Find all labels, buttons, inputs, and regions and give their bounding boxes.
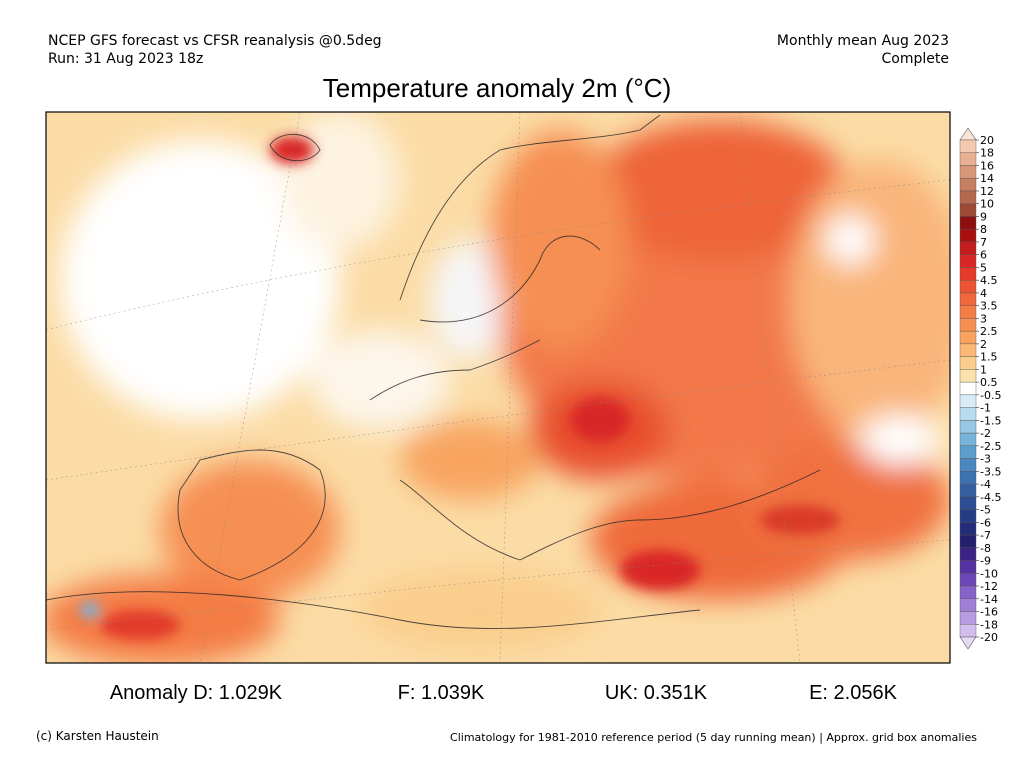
colorbar-label: 2.5	[980, 325, 998, 338]
colorbar-label: -6	[980, 516, 991, 529]
colorbar-segment	[959, 445, 977, 459]
colorbar-label: -4.5	[980, 491, 1001, 504]
colorbar-segment	[959, 279, 977, 294]
colorbar-label: -18	[980, 618, 998, 631]
colorbar-label: 20	[980, 134, 994, 147]
colorbar-segment	[959, 178, 977, 192]
colorbar-segment	[959, 585, 977, 599]
colorbar-segment	[959, 483, 977, 498]
colorbar-segment	[959, 624, 977, 638]
colorbar-label: 9	[980, 210, 987, 223]
colorbar-label: -3.5	[980, 465, 1001, 478]
colorbar-label: -10	[980, 567, 998, 580]
colorbar-segment	[959, 547, 977, 561]
colorbar-label: 12	[980, 185, 994, 198]
colorbar-segment	[959, 241, 977, 255]
colorbar-label: -3	[980, 453, 991, 466]
header-left-2: Run: 31 Aug 2023 18z	[48, 51, 203, 67]
colorbar-label: -1	[980, 402, 991, 415]
colorbar-label: 4	[980, 287, 987, 300]
colorbar-segment	[959, 139, 977, 153]
colorbar-segment	[959, 305, 977, 319]
colorbar-segment	[959, 611, 977, 625]
colorbar-segment	[959, 471, 977, 485]
colorbar-segment	[959, 420, 977, 434]
colorbar-label: 1.5	[980, 351, 998, 364]
colorbar-segment	[959, 458, 977, 472]
footer-left: (c) Karsten Haustein	[36, 729, 159, 743]
stat: UK: 0.351K	[605, 682, 708, 704]
colorbar-label: -2.5	[980, 440, 1001, 453]
colorbar-label: -2	[980, 427, 991, 440]
header-right-2: Complete	[882, 51, 949, 67]
colorbar-end	[959, 636, 977, 650]
map-title: Temperature anomaly 2m (°C)	[323, 73, 672, 103]
colorbar-segment	[959, 598, 977, 612]
colorbar-label: 4.5	[980, 274, 998, 287]
stat: F: 1.039K	[398, 682, 485, 704]
stat: Anomaly D: 1.029K	[110, 682, 283, 704]
colorbar-segment	[959, 216, 977, 230]
colorbar-segment	[959, 394, 977, 408]
colorbar-segment	[959, 560, 977, 574]
colorbar-segment	[959, 254, 977, 268]
map	[46, 112, 950, 663]
header-left-1: NCEP GFS forecast vs CFSR reanalysis @0.…	[48, 33, 382, 49]
colorbar-label: 8	[980, 223, 987, 236]
colorbar-segment	[959, 496, 977, 510]
colorbar-segment	[959, 330, 977, 345]
colorbar-segment	[959, 522, 977, 536]
stat: E: 2.056K	[809, 682, 898, 704]
colorbar-label: -5	[980, 504, 991, 517]
colorbar-label: 14	[980, 172, 994, 185]
colorbar-label: -14	[980, 593, 998, 606]
colorbar-segment	[959, 318, 977, 332]
colorbar-label: 3	[980, 312, 987, 325]
colorbar-label: -9	[980, 555, 991, 568]
header-right-1: Monthly mean Aug 2023	[777, 33, 949, 49]
colorbar-segment	[959, 369, 977, 383]
colorbar-segment	[959, 381, 977, 396]
colorbar-label: 16	[980, 159, 994, 172]
colorbar-label: 5	[980, 261, 987, 274]
colorbar-segment	[959, 292, 977, 306]
colorbar-segment	[959, 509, 977, 523]
colorbar-segment	[959, 203, 977, 217]
colorbar-label: -12	[980, 580, 998, 593]
colorbar-segment	[959, 573, 977, 587]
colorbar-end	[959, 127, 977, 141]
colorbar-label: -1.5	[980, 414, 1001, 427]
colorbar-segment	[959, 407, 977, 421]
colorbar-label: -8	[980, 542, 991, 555]
colorbar-segment	[959, 432, 977, 447]
colorbar-label: -0.5	[980, 389, 1001, 402]
colorbar-label: 10	[980, 198, 994, 211]
colorbar: 201816141210987654.543.532.521.510.5-0.5…	[959, 127, 1001, 650]
colorbar-label: -4	[980, 478, 991, 491]
colorbar-segment	[959, 190, 977, 204]
colorbar-label: -7	[980, 529, 991, 542]
map-frame	[45, 111, 951, 664]
colorbar-label: -20	[980, 631, 998, 644]
colorbar-segment	[959, 152, 977, 166]
colorbar-label: 7	[980, 236, 987, 249]
colorbar-segment	[959, 343, 977, 357]
colorbar-segment	[959, 534, 977, 548]
colorbar-label: 6	[980, 249, 987, 262]
colorbar-label: 18	[980, 147, 994, 160]
colorbar-segment	[959, 267, 977, 281]
colorbar-label: 3.5	[980, 300, 998, 313]
colorbar-label: 0.5	[980, 376, 998, 389]
colorbar-segment	[959, 165, 977, 179]
footer-right: Climatology for 1981-2010 reference peri…	[450, 731, 977, 744]
colorbar-label: 1	[980, 363, 987, 376]
colorbar-label: 2	[980, 338, 987, 351]
colorbar-segment	[959, 229, 977, 243]
colorbar-segment	[959, 356, 977, 370]
colorbar-label: -16	[980, 606, 998, 619]
